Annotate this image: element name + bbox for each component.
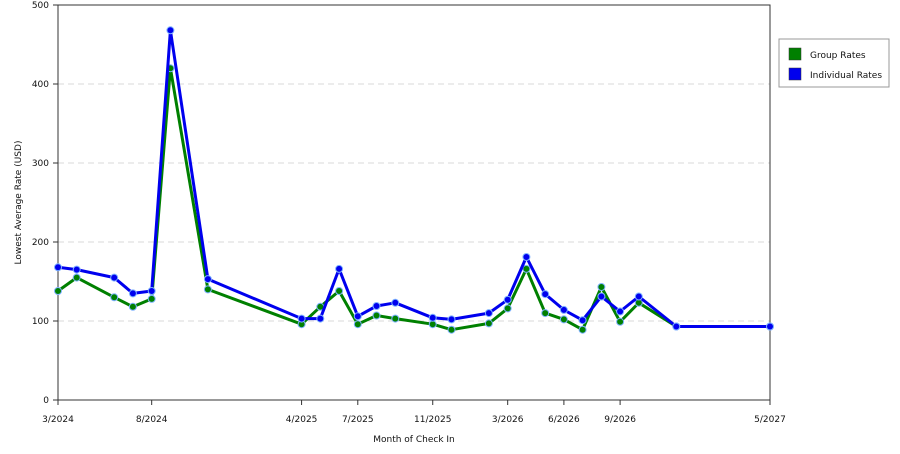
data-point (616, 307, 625, 316)
data-point (72, 265, 81, 274)
x-tick-label: 6/2026 (548, 415, 580, 425)
data-point (72, 273, 81, 282)
data-point (54, 287, 62, 295)
data-point (616, 317, 625, 326)
y-tick-label: 100 (32, 317, 49, 327)
data-point (166, 26, 175, 35)
data-point (597, 292, 606, 301)
data-point (559, 305, 568, 314)
data-point (372, 311, 381, 320)
x-tick-label: 11/2025 (414, 415, 451, 425)
data-point (110, 273, 119, 282)
data-point (297, 314, 306, 323)
y-tick-label: 0 (43, 396, 49, 406)
data-point (203, 275, 212, 284)
data-point (147, 294, 156, 303)
data-point (391, 298, 400, 307)
data-point (672, 322, 681, 331)
data-point (110, 293, 119, 302)
y-tick-label: 200 (32, 238, 49, 248)
x-tick-label: 8/2024 (136, 415, 168, 425)
data-point (503, 304, 512, 313)
y-tick-label: 500 (32, 1, 49, 11)
data-point (335, 264, 344, 273)
data-point (372, 302, 381, 310)
series-line-1 (57, 28, 770, 328)
data-point (335, 287, 344, 295)
data-point (128, 302, 137, 311)
x-tick-label: 3/2024 (42, 415, 74, 425)
data-point (541, 309, 550, 318)
y-axis-title: Lowest Average Rate (USD) (14, 141, 24, 265)
data-point (503, 295, 512, 304)
data-point (597, 283, 606, 291)
x-tick-label: 7/2025 (342, 415, 374, 425)
data-point (428, 313, 437, 322)
data-point (128, 289, 137, 298)
data-point (522, 253, 531, 261)
data-point (634, 292, 643, 301)
legend-label: Group Rates (810, 51, 866, 61)
data-point (484, 319, 493, 328)
y-tick-label: 400 (32, 80, 49, 90)
data-point (316, 314, 325, 323)
data-point (484, 309, 493, 318)
data-point (54, 263, 62, 272)
legend-label: Individual Rates (810, 71, 882, 81)
data-point (203, 285, 212, 294)
x-tick-label: 5/2027 (754, 415, 786, 425)
x-axis-title: Month of Check In (373, 435, 455, 445)
data-point (391, 314, 400, 323)
data-point (766, 322, 774, 331)
data-point (522, 264, 531, 273)
data-point (147, 287, 156, 295)
legend-swatch (788, 67, 802, 81)
x-tick-label: 9/2026 (604, 415, 636, 425)
x-tick-label: 3/2026 (492, 415, 524, 425)
data-point (559, 315, 568, 324)
data-point (578, 325, 587, 334)
data-point (447, 315, 456, 324)
data-point (447, 325, 456, 334)
x-tick-label: 4/2025 (286, 415, 318, 425)
plot-frame (57, 4, 771, 401)
legend-swatch (788, 47, 802, 61)
data-point (541, 290, 550, 299)
y-tick-label: 300 (32, 159, 49, 169)
data-point (353, 312, 362, 321)
data-point (578, 316, 587, 325)
data-point (353, 320, 362, 329)
